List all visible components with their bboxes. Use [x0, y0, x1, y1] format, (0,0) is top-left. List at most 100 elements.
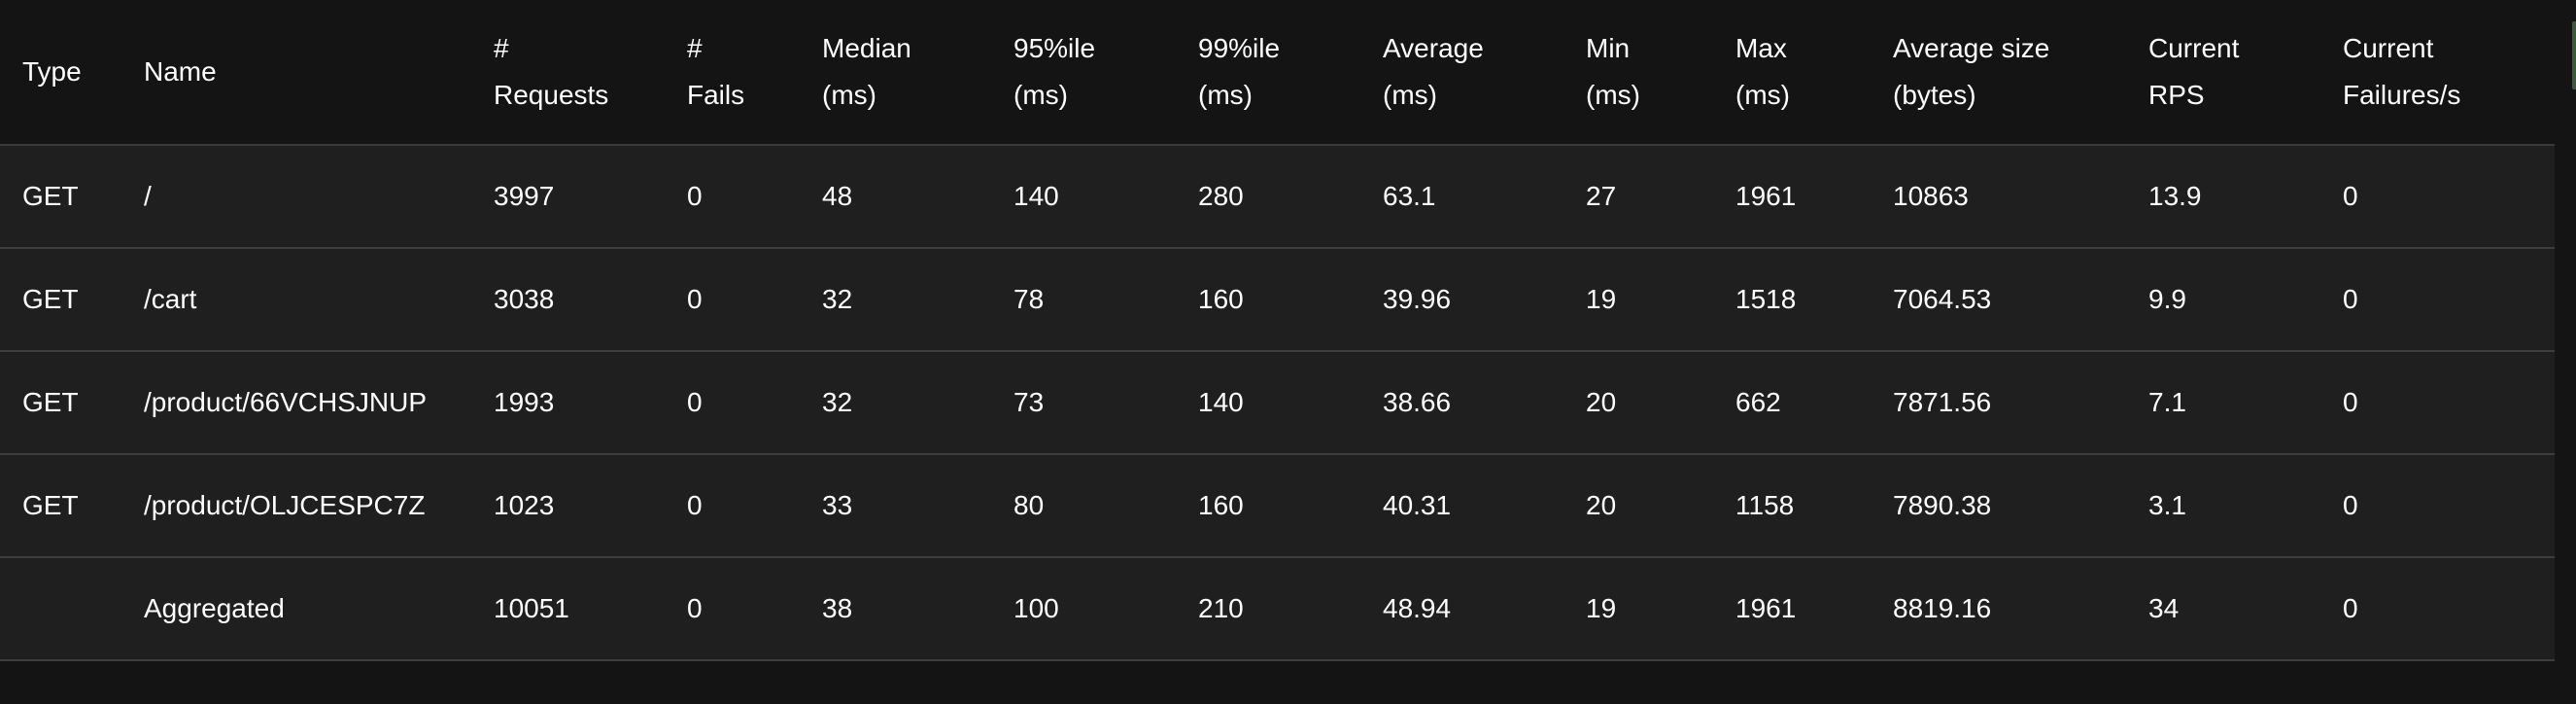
cell-p95: 140	[991, 145, 1176, 249]
cell-current-rps: 3.1	[2126, 454, 2320, 558]
column-header-type[interactable]: Type	[0, 0, 121, 146]
column-header-sublabel: Fails	[687, 80, 745, 110]
cell-current-failures: 0	[2320, 454, 2555, 558]
cell-requests: 3997	[471, 145, 665, 249]
column-header-label: 99%ile	[1198, 33, 1281, 63]
table-row: GET/product/OLJCESPC7Z 1023 0 33 80 160 40.31 2…	[0, 454, 2555, 558]
column-header-fails[interactable]: # Fails	[665, 0, 800, 146]
column-header-label: Type	[22, 56, 82, 87]
column-header-label: Median	[822, 33, 911, 63]
cell-median: 38	[800, 557, 991, 661]
cell-p99: 160	[1176, 248, 1360, 352]
cell-requests: 10051	[471, 557, 665, 661]
cell-name: /product/OLJCESPC7Z	[121, 454, 471, 558]
cell-current-rps: 13.9	[2126, 145, 2320, 249]
column-header-label: Average	[1383, 33, 1484, 63]
column-header-current-failures[interactable]: Current Failures/s	[2320, 0, 2555, 146]
table-header: Type Name # Requests # Fails Median (ms) 95%ile (…	[0, 0, 2555, 146]
cell-avg-size: 8819.16	[1871, 557, 2126, 661]
column-header-label: #	[687, 33, 703, 63]
cell-average: 38.66	[1360, 351, 1563, 455]
cell-median: 32	[800, 248, 991, 352]
column-header-median[interactable]: Median (ms)	[800, 0, 991, 146]
cell-average: 63.1	[1360, 145, 1563, 249]
table-row: GET/cart 3038 0 32 78 160 39.96 19 1518 7064.53 9.…	[0, 248, 2555, 352]
cell-requests: 3038	[471, 248, 665, 352]
column-header-sublabel: (ms)	[1013, 80, 1068, 110]
column-header-sublabel: (ms)	[1198, 80, 1253, 110]
cell-avg-size: 7890.38	[1871, 454, 2126, 558]
table-row: GET/product/66VCHSJNUP 1993 0 32 73 140 38.66 2…	[0, 351, 2555, 455]
column-header-sublabel: (ms)	[1586, 80, 1640, 110]
column-header-sublabel: (ms)	[822, 80, 876, 110]
cell-avg-size: 7064.53	[1871, 248, 2126, 352]
cell-name: /cart	[121, 248, 471, 352]
cell-fails: 0	[665, 557, 800, 661]
column-header-sublabel: Requests	[494, 80, 609, 110]
column-header-sublabel: (bytes)	[1893, 80, 1976, 110]
cell-current-rps: 7.1	[2126, 351, 2320, 455]
cell-p99: 280	[1176, 145, 1360, 249]
cell-min: 19	[1563, 248, 1713, 352]
column-header-current-rps[interactable]: Current RPS	[2126, 0, 2320, 146]
table-row: GET/3997 0 48 140 280 63.1 27 1961 10863 13.9 0	[0, 145, 2555, 249]
column-header-sublabel: (ms)	[1735, 80, 1790, 110]
cell-p95: 73	[991, 351, 1176, 455]
column-header-p99[interactable]: 99%ile (ms)	[1176, 0, 1360, 146]
column-header-min[interactable]: Min (ms)	[1563, 0, 1713, 146]
column-header-sublabel: (ms)	[1383, 80, 1437, 110]
cell-average: 39.96	[1360, 248, 1563, 352]
cell-max: 1961	[1713, 557, 1871, 661]
column-header-label: 95%ile	[1013, 33, 1096, 63]
cell-fails: 0	[665, 145, 800, 249]
cell-median: 33	[800, 454, 991, 558]
cell-fails: 0	[665, 454, 800, 558]
cell-name: Aggregated	[121, 557, 471, 661]
cell-name: /product/66VCHSJNUP	[121, 351, 471, 455]
column-header-label: Min	[1586, 33, 1631, 63]
cell-average: 48.94	[1360, 557, 1563, 661]
cell-p99: 140	[1176, 351, 1360, 455]
cell-max: 1961	[1713, 145, 1871, 249]
column-header-avg-size[interactable]: Average size (bytes)	[1871, 0, 2126, 146]
cell-average: 40.31	[1360, 454, 1563, 558]
column-header-label: Average size	[1893, 33, 2050, 63]
cell-type: GET	[0, 145, 121, 249]
cell-type	[0, 557, 121, 661]
column-header-name[interactable]: Name	[121, 0, 471, 146]
cell-current-rps: 34	[2126, 557, 2320, 661]
cell-type: GET	[0, 454, 121, 558]
cell-max: 662	[1713, 351, 1871, 455]
cell-current-failures: 0	[2320, 248, 2555, 352]
cell-max: 1158	[1713, 454, 1871, 558]
cell-requests: 1993	[471, 351, 665, 455]
column-header-sublabel: RPS	[2148, 80, 2205, 110]
column-header-label: Current	[2148, 33, 2240, 63]
cell-requests: 1023	[471, 454, 665, 558]
column-header-requests[interactable]: # Requests	[471, 0, 665, 146]
cell-median: 48	[800, 145, 991, 249]
column-header-label: Max	[1735, 33, 1787, 63]
cell-current-failures: 0	[2320, 557, 2555, 661]
aggregated-row: Aggregated 10051 0 38 100 210 48.94 19 1961 8819.…	[0, 557, 2555, 661]
cell-name: /	[121, 145, 471, 249]
column-header-sublabel: Failures/s	[2343, 80, 2461, 110]
column-header-average[interactable]: Average (ms)	[1360, 0, 1563, 146]
cell-p95: 80	[991, 454, 1176, 558]
cell-fails: 0	[665, 248, 800, 352]
cell-current-rps: 9.9	[2126, 248, 2320, 352]
cell-p99: 210	[1176, 557, 1360, 661]
cell-p95: 78	[991, 248, 1176, 352]
cell-p95: 100	[991, 557, 1176, 661]
cell-min: 19	[1563, 557, 1713, 661]
cell-median: 32	[800, 351, 991, 455]
column-header-p95[interactable]: 95%ile (ms)	[991, 0, 1176, 146]
cell-min: 20	[1563, 454, 1713, 558]
cell-current-failures: 0	[2320, 145, 2555, 249]
cell-current-failures: 0	[2320, 351, 2555, 455]
cell-type: GET	[0, 351, 121, 455]
cell-type: GET	[0, 248, 121, 352]
column-header-max[interactable]: Max (ms)	[1713, 0, 1871, 146]
column-header-label: Current	[2343, 33, 2434, 63]
